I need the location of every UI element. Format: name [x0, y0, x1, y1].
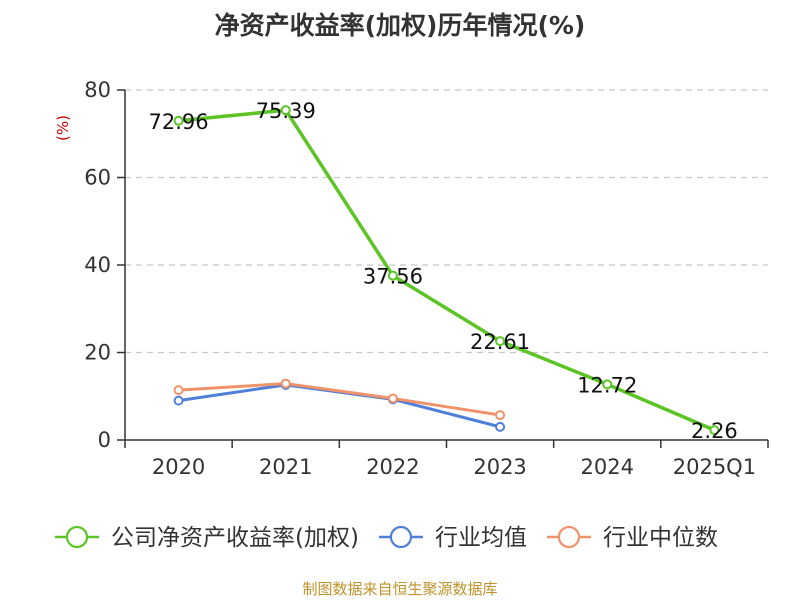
- data-label: 22.61: [470, 330, 530, 354]
- data-label: 2.26: [691, 419, 738, 443]
- data-point: [495, 410, 506, 421]
- legend-label: 公司净资产收益率(加权): [111, 525, 359, 551]
- data-label: 12.72: [577, 373, 637, 397]
- legend: 公司净资产收益率(加权) 行业均值 行业中位数: [55, 525, 718, 551]
- legend-marker: [65, 525, 89, 549]
- data-point: [387, 393, 398, 404]
- data-point: [173, 385, 184, 396]
- source-note: 制图数据来自恒生聚源数据库: [302, 580, 498, 598]
- y-tick-label: 0: [98, 428, 111, 452]
- chart-title: 净资产收益率(加权)历年情况(%): [214, 11, 586, 40]
- data-point: [280, 105, 291, 116]
- data-point: [602, 379, 613, 390]
- x-tick-label: 2025Q1: [673, 455, 756, 479]
- data-label: 37.56: [363, 265, 423, 289]
- legend-label: 行业均值: [435, 525, 527, 551]
- data-labels: 72.96 75.39 37.56 22.61 12.72 2.26: [149, 99, 738, 443]
- data-point: [387, 270, 398, 281]
- data-point: [173, 395, 184, 406]
- series-line: [178, 382, 501, 417]
- legend-marker: [389, 525, 413, 549]
- legend-label: 行业中位数: [603, 525, 718, 551]
- data-point: [495, 336, 506, 347]
- data-point: [173, 115, 184, 126]
- y-tick-label: 40: [84, 253, 111, 277]
- series-lines: [173, 105, 720, 436]
- y-tick-label: 60: [84, 166, 111, 190]
- data-label: 72.96: [149, 110, 209, 134]
- y-axis-unit-label: (%): [54, 115, 72, 141]
- x-tick-label: 2020: [152, 455, 205, 479]
- gridlines: [125, 89, 768, 354]
- data-point: [709, 425, 720, 436]
- data-label: 75.39: [256, 99, 316, 123]
- y-tick-label: 20: [84, 341, 111, 365]
- x-tick-label: 2023: [473, 455, 526, 479]
- x-tick-label: 2021: [259, 455, 312, 479]
- x-tick-label: 2024: [581, 455, 634, 479]
- data-point: [280, 378, 291, 389]
- legend-marker: [557, 525, 581, 549]
- data-point: [495, 421, 506, 432]
- series-line: [178, 108, 716, 432]
- x-tick-label: 2022: [366, 455, 419, 479]
- axes: 0 20 40 60 80 (%) 2020 2021 2022 2023 2024 2025Q1: [54, 78, 769, 479]
- y-tick-label: 80: [84, 78, 111, 102]
